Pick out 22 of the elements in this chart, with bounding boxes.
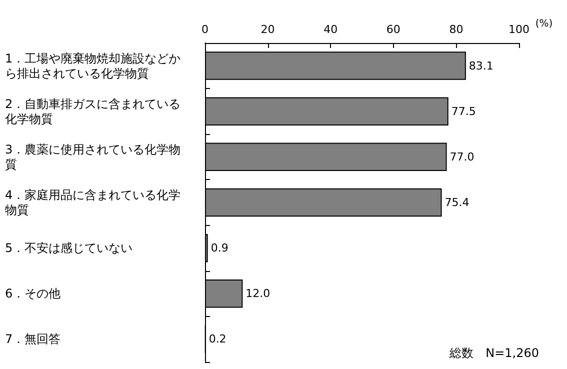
y-tick-label: 5．不安は感じていない bbox=[5, 241, 133, 256]
y-tick-label: 4．家庭用品に含まれている化学物質 bbox=[5, 188, 181, 217]
x-tick-label: 0 bbox=[202, 23, 208, 36]
x-tick-label: 60 bbox=[386, 23, 400, 36]
y-tick-label: 3．農薬に使用されている化学物質 bbox=[5, 142, 181, 172]
y-tick-label: 1．工場や廃棄物焼却施設などから排出されている化学物質 bbox=[5, 51, 181, 80]
x-tick-label: 20 bbox=[260, 23, 275, 36]
annotation: 総数 N=1,260 bbox=[448, 346, 540, 360]
data-label: 12.0 bbox=[246, 287, 270, 300]
y-tick-label: 2．自動車排ガスに含まれている化学物質 bbox=[5, 96, 181, 126]
data-label: 77.0 bbox=[450, 150, 474, 164]
data-label: 83.1 bbox=[468, 59, 494, 72]
x-axis-title: (%) bbox=[535, 18, 553, 30]
x-tick-label: 40 bbox=[324, 23, 338, 36]
data-label: 75.4 bbox=[444, 196, 470, 209]
data-label: 0.2 bbox=[208, 332, 226, 346]
x-tick-label: 80 bbox=[449, 23, 464, 36]
data-label: 77.5 bbox=[451, 104, 476, 118]
y-tick-label: 6．その他 bbox=[5, 286, 61, 301]
x-tick-label: 100 bbox=[508, 23, 530, 36]
y-tick-label: 7．無回答 bbox=[5, 332, 61, 346]
data-label: 0.9 bbox=[210, 242, 228, 255]
